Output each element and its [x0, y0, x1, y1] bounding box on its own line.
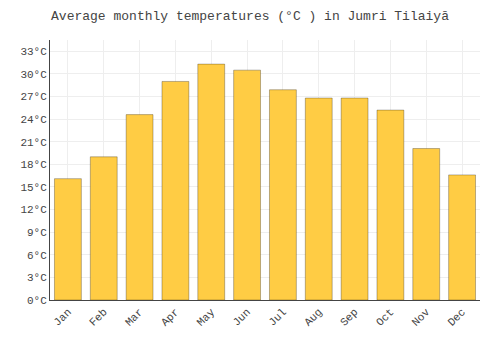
svg-text:21°C: 21°C — [20, 137, 47, 149]
svg-text:Aug: Aug — [302, 306, 324, 328]
svg-text:0°C: 0°C — [27, 295, 47, 307]
svg-text:3°C: 3°C — [27, 272, 47, 284]
svg-text:Mar: Mar — [123, 306, 145, 328]
svg-text:Jun: Jun — [231, 306, 253, 328]
svg-text:18°C: 18°C — [20, 159, 47, 171]
svg-text:6°C: 6°C — [27, 250, 47, 262]
svg-text:Feb: Feb — [87, 306, 109, 328]
svg-text:24°C: 24°C — [20, 114, 47, 126]
svg-text:Jul: Jul — [266, 306, 288, 328]
svg-text:Jan: Jan — [51, 306, 73, 328]
svg-text:Sep: Sep — [338, 306, 360, 328]
svg-text:9°C: 9°C — [27, 227, 47, 239]
svg-text:12°C: 12°C — [20, 204, 47, 216]
svg-text:15°C: 15°C — [20, 182, 47, 194]
svg-text:33°C: 33°C — [20, 46, 47, 58]
svg-text:Average monthly temperatures (: Average monthly temperatures (°C ) in Ju… — [51, 9, 449, 24]
svg-text:Dec: Dec — [446, 306, 468, 328]
svg-text:27°C: 27°C — [20, 91, 47, 103]
svg-text:Nov: Nov — [410, 306, 433, 329]
svg-text:Oct: Oct — [374, 306, 396, 328]
svg-text:May: May — [195, 306, 218, 329]
svg-text:Apr: Apr — [159, 306, 181, 328]
svg-text:30°C: 30°C — [20, 69, 47, 81]
